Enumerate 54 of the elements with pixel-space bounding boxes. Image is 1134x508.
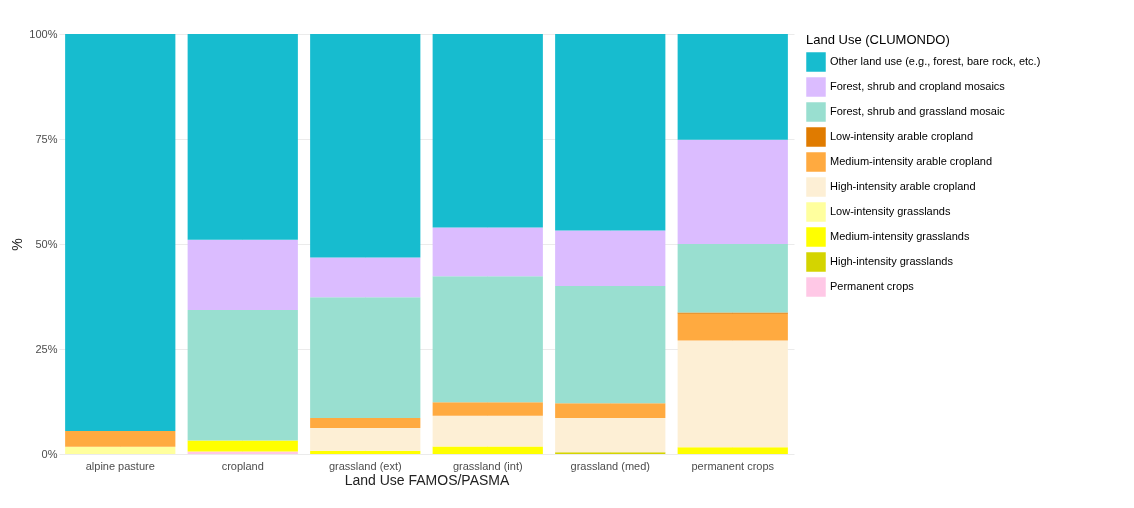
bar xyxy=(432,34,543,228)
x-tick-label: cropland xyxy=(221,459,264,472)
y-tick-label: 0% xyxy=(41,447,58,460)
bar xyxy=(432,402,543,416)
bar xyxy=(187,239,298,310)
bar xyxy=(187,440,298,452)
bar xyxy=(677,34,788,140)
bar xyxy=(310,34,421,258)
legend-label: High-intensity arable cropland xyxy=(830,180,976,192)
bar xyxy=(677,313,788,341)
legend-label: Permanent crops xyxy=(830,280,915,292)
y-tick-label: 25% xyxy=(35,342,58,355)
bar xyxy=(677,447,788,454)
bar xyxy=(187,451,298,454)
bar xyxy=(432,227,543,277)
x-tick-label: permanent crops xyxy=(691,459,775,472)
x-tick-label: alpine pasture xyxy=(85,459,155,472)
y-tick-label: 50% xyxy=(35,237,58,250)
x-tick-label: grassland (med) xyxy=(570,459,650,472)
x-tick-label: grassland (int) xyxy=(452,459,523,472)
bar xyxy=(555,403,666,418)
bar xyxy=(310,297,421,418)
bar xyxy=(310,427,421,451)
legend-label: Low-intensity arable cropland xyxy=(830,130,974,142)
bar xyxy=(555,230,666,286)
y-tick-label: 100% xyxy=(29,27,58,40)
bar xyxy=(65,34,176,431)
bar xyxy=(65,446,176,454)
bar xyxy=(555,34,666,231)
legend-label: Forest, shrub and cropland mosaics xyxy=(830,80,1006,92)
bar xyxy=(310,257,421,298)
bar xyxy=(677,139,788,244)
x-axis-title: Land Use FAMOS/PASMA xyxy=(344,471,510,488)
legend-label: Low-intensity grasslands xyxy=(830,205,951,217)
legend-label: Other land use (e.g., forest, bare rock, etc.) xyxy=(830,55,1041,67)
bar xyxy=(555,417,666,453)
legend-label: Medium-intensity grasslands xyxy=(830,230,970,242)
bar xyxy=(187,309,298,441)
legend-label: High-intensity grasslands xyxy=(830,255,954,267)
y-axis-title: % xyxy=(9,238,26,251)
x-tick-label: grassland (ext) xyxy=(328,459,402,472)
bar xyxy=(432,415,543,447)
bar xyxy=(187,34,298,240)
bar xyxy=(432,446,543,454)
legend-label: Forest, shrub and grassland mosaic xyxy=(830,105,1006,117)
legend-label: Medium-intensity arable cropland xyxy=(830,155,993,167)
bar xyxy=(310,417,421,428)
bar xyxy=(432,276,543,403)
bar xyxy=(677,244,788,313)
legend-title: Land Use (CLUMONDO) xyxy=(806,32,950,47)
y-tick-label: 75% xyxy=(35,132,58,145)
bar xyxy=(677,340,788,448)
bar xyxy=(555,286,666,404)
bar xyxy=(65,430,176,447)
